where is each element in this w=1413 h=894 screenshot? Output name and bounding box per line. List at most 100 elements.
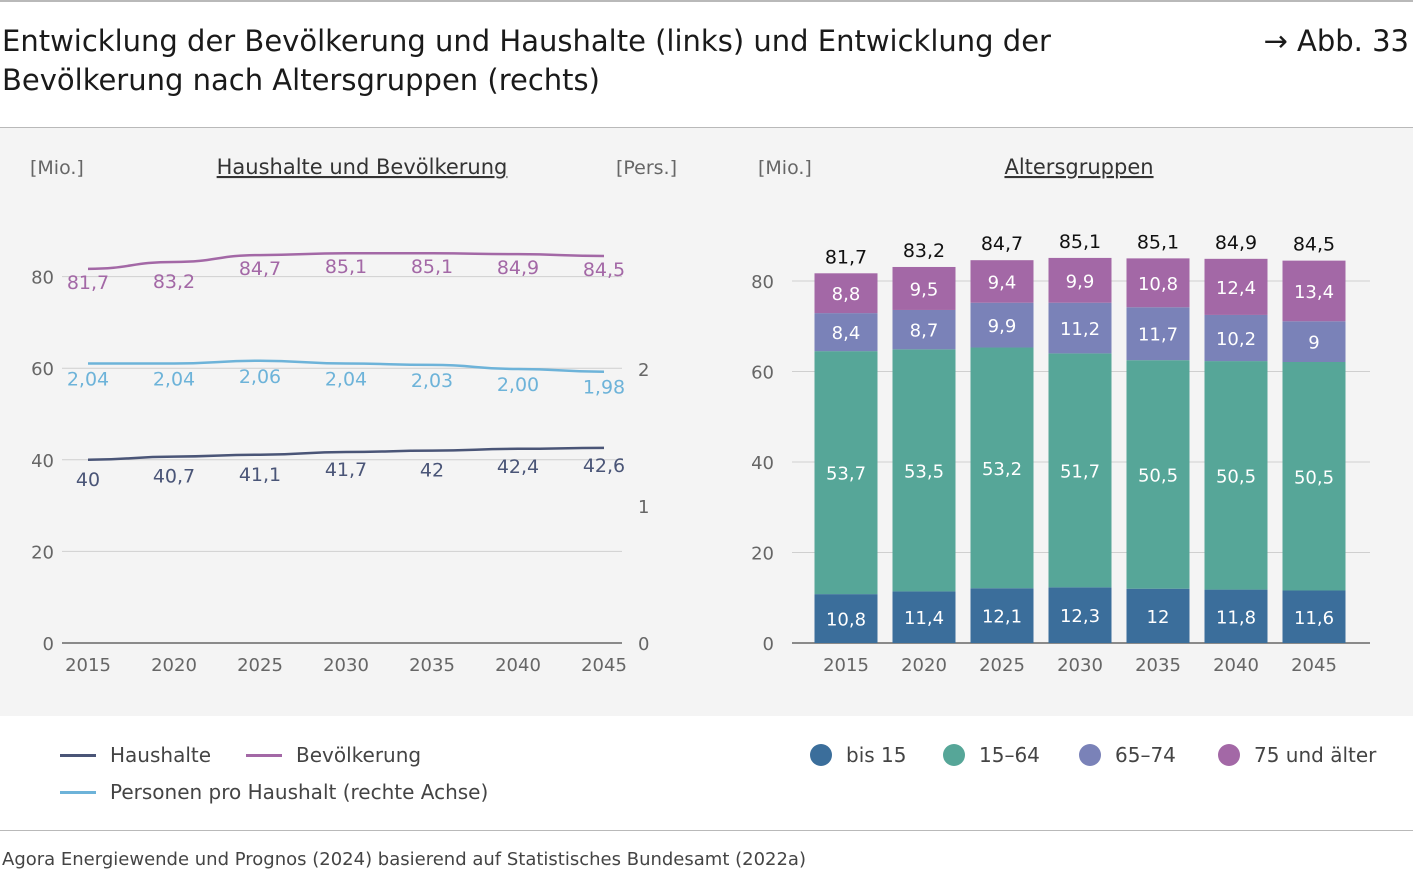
bar-segment-label: 10,8	[826, 610, 866, 631]
bar-segment-label: 50,5	[1216, 466, 1256, 487]
bar-segment-label: 11,4	[904, 608, 944, 629]
bar-segment	[970, 260, 1034, 303]
left-ylabel: [Mio.]	[30, 157, 84, 179]
bar-segment	[1282, 260, 1346, 322]
bottom-rule	[0, 830, 1413, 831]
bar-total-label: 85,1	[1137, 231, 1179, 253]
left-ytick-label: 60	[31, 359, 54, 380]
bar-segment-label: 50,5	[1294, 467, 1334, 488]
bar-segment-label: 8,8	[832, 284, 861, 305]
right-xtick-label: 2020	[901, 655, 947, 676]
line-data-label: 2,00	[497, 374, 539, 396]
legend-label-75: 75 und älter	[1254, 743, 1377, 767]
right-ytick-label: 80	[751, 272, 774, 293]
legend-dot-65-74	[1079, 744, 1101, 766]
figure-reference: → Abb. 33	[1263, 24, 1409, 58]
bar-segment	[1048, 302, 1112, 354]
left-xtick-label: 2035	[409, 655, 455, 676]
bar-segment-label: 9,9	[988, 316, 1017, 337]
right-ytick-label: 60	[751, 363, 774, 384]
bar-segment-label: 12,1	[982, 607, 1022, 628]
bar-segment	[814, 273, 878, 314]
right-ytick-label: 0	[763, 634, 774, 655]
legend-personen: Personen pro Haushalt (rechte Achse)	[60, 780, 488, 804]
bar-segment-label: 13,4	[1294, 282, 1334, 303]
line-data-label: 83,2	[153, 271, 195, 293]
left-y2label: [Pers.]	[616, 157, 677, 179]
legend-dot-75	[1218, 744, 1240, 766]
bar-segment	[892, 266, 956, 310]
bar-segment-label: 11,8	[1216, 607, 1256, 628]
legend-label-15-64: 15–64	[979, 743, 1040, 767]
bar-total-label: 83,2	[903, 240, 945, 262]
bar-total-label: 81,7	[825, 246, 867, 268]
legend-haushalte: Haushalte	[60, 743, 211, 767]
left-ytick-label: 0	[43, 634, 54, 655]
right-ytick-label: 40	[751, 453, 774, 474]
bar-segment-label: 11,6	[1294, 608, 1334, 629]
bar-segment-label: 12	[1147, 607, 1170, 628]
legend-dot-15-64	[943, 744, 965, 766]
bar-segment	[1204, 361, 1268, 590]
legend-label-65-74: 65–74	[1115, 743, 1176, 767]
bar-segment	[1126, 588, 1190, 643]
bar-segment-label: 11,7	[1138, 325, 1178, 346]
left-xtick-label: 2030	[323, 655, 369, 676]
bar-total-label: 85,1	[1059, 231, 1101, 253]
left-xtick-label: 2015	[65, 655, 111, 676]
legend-65-74: 65–74	[1079, 743, 1176, 767]
line-data-label: 41,7	[325, 459, 367, 481]
line-data-label: 42,6	[583, 455, 625, 477]
line-series-1	[88, 359, 605, 373]
right-xtick-label: 2025	[979, 655, 1025, 676]
right-xtick-label: 2015	[823, 655, 869, 676]
charts-svg: [Mio.] [Pers.]Haushalte und Bevölkerung02…	[30, 155, 1370, 676]
legend-label-bis15: bis 15	[846, 743, 907, 767]
bar-segment	[1204, 258, 1268, 315]
legend-dot-bis15	[810, 744, 832, 766]
line-series-0	[87, 251, 605, 271]
left-ytick-label: 40	[31, 451, 54, 472]
legend-label-bevoelkerung: Bevölkerung	[296, 743, 422, 767]
bar-segment	[1048, 587, 1112, 643]
bar-segment	[1126, 258, 1190, 308]
bar-total-label: 84,5	[1293, 234, 1335, 256]
bar-segment-label: 9	[1308, 333, 1319, 354]
bar-segment-label: 53,5	[904, 461, 944, 482]
bar-segment-label: 10,2	[1216, 329, 1256, 350]
line-data-label: 85,1	[411, 256, 453, 278]
right-chart-title: Altersgruppen	[1004, 155, 1153, 179]
left-y2tick-label: 1	[638, 497, 649, 518]
line-data-label: 81,7	[67, 272, 109, 294]
bar-segment-label: 50,5	[1138, 465, 1178, 486]
bar-segment	[970, 347, 1034, 589]
right-ylabel: [Mio.]	[758, 157, 812, 179]
right-xtick-label: 2045	[1291, 655, 1337, 676]
bar-segment	[892, 309, 956, 350]
bar-segment	[1282, 321, 1346, 362]
bar-segment	[1204, 314, 1268, 362]
bar-segment-label: 8,7	[910, 321, 939, 342]
left-xtick-label: 2025	[237, 655, 283, 676]
line-data-label: 42	[420, 460, 444, 482]
bar-segment-label: 10,8	[1138, 274, 1178, 295]
legend-bevoelkerung: Bevölkerung	[246, 743, 421, 767]
line-data-label: 42,4	[497, 456, 539, 478]
line-data-label: 2,04	[153, 369, 195, 391]
left-y2tick-label: 0	[638, 634, 649, 655]
bar-segment	[814, 594, 878, 643]
bar-segment-label: 12,4	[1216, 278, 1256, 299]
line-data-label: 40,7	[153, 466, 195, 488]
bar-segment-label: 12,3	[1060, 606, 1100, 627]
legend-line-haushalte	[60, 753, 96, 757]
bar-segment	[1282, 361, 1346, 591]
legend-15-64: 15–64	[943, 743, 1040, 767]
left-chart-title: Haushalte und Bevölkerung	[217, 155, 508, 179]
bar-segment-label: 53,7	[826, 464, 866, 485]
left-xtick-label: 2045	[581, 655, 627, 676]
bar-segment	[1048, 257, 1112, 303]
legend-line-personen	[60, 790, 96, 794]
bar-segment	[1126, 360, 1190, 589]
legend-bis15: bis 15	[810, 743, 906, 767]
bar-total-label: 84,7	[981, 233, 1023, 255]
